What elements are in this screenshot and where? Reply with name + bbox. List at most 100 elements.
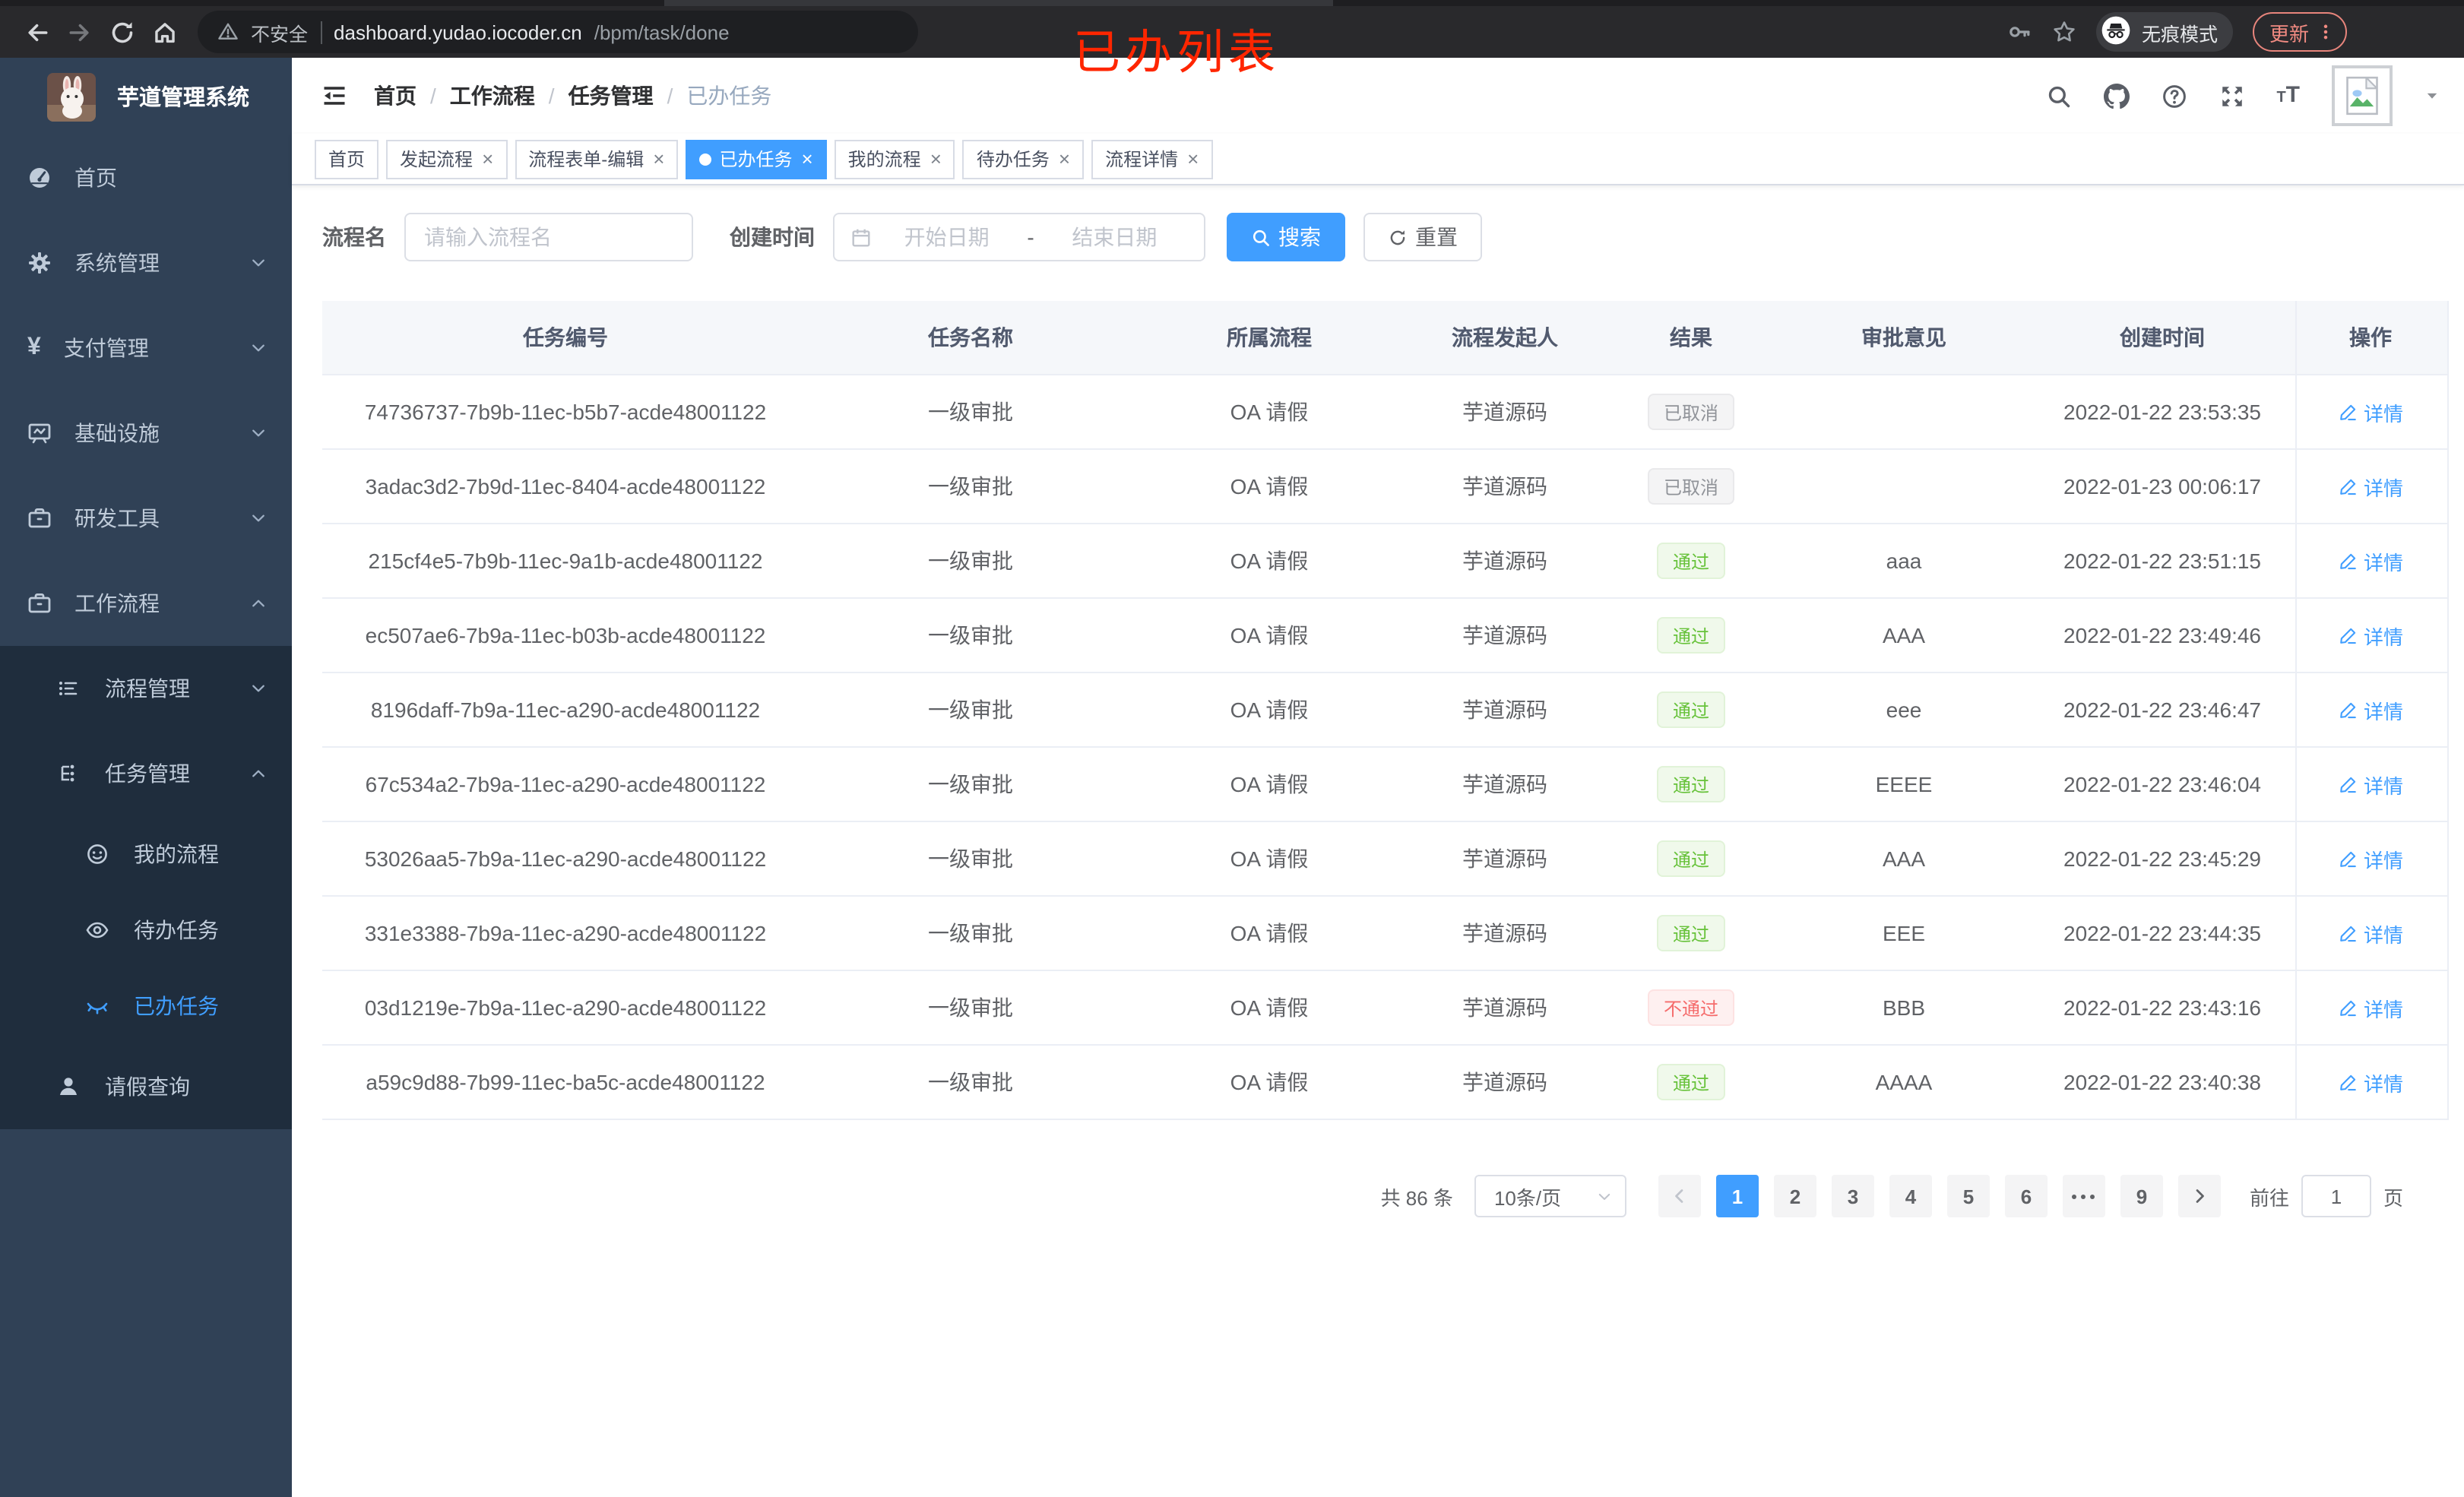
tab-我的流程[interactable]: 我的流程 × [834, 139, 955, 179]
result-cell: 通过 [1604, 897, 1778, 970]
sidebar-item-system[interactable]: 系统管理 [0, 220, 292, 305]
page-9-button[interactable]: 9 [2120, 1175, 2163, 1217]
dots-vertical-icon[interactable] [2317, 23, 2335, 41]
browser-chrome: 不安全 dashboard.yudao.iocoder.cn/bpm/task/… [0, 0, 2464, 79]
detail-link[interactable]: 详情 [2338, 621, 2403, 650]
user-icon [56, 1074, 81, 1099]
range-separator: - [1027, 225, 1034, 249]
close-icon[interactable]: × [801, 147, 813, 170]
github-icon[interactable] [2103, 83, 2130, 109]
next-page-button[interactable] [2177, 1175, 2221, 1217]
detail-link[interactable]: 详情 [2338, 919, 2403, 948]
page-6-button[interactable]: 6 [2004, 1175, 2048, 1217]
sidebar-item-infrastructure[interactable]: 基础设施 [0, 391, 292, 476]
search-icon[interactable] [2045, 83, 2071, 109]
search-button[interactable]: 搜索 [1227, 213, 1345, 261]
font-size-icon[interactable]: TT [2276, 82, 2300, 108]
table-row: 67c534a2-7b9a-11ec-a290-acde48001122 一级审批… [322, 748, 2447, 822]
tab-已办任务[interactable]: 已办任务 × [686, 139, 827, 179]
forward-icon[interactable] [58, 11, 100, 53]
breadcrumb-item-1[interactable]: 首页 [374, 84, 416, 108]
sidebar-item-done-task[interactable]: 已办任务 [0, 968, 292, 1044]
result-cell: 通过 [1604, 1046, 1778, 1119]
column-header-7: 创建时间 [2120, 325, 2205, 350]
start-date-input[interactable]: 开始日期 [904, 225, 990, 249]
create-time-cell: 2022-01-22 23:43:16 [2063, 995, 2261, 1020]
tab-label: 已办任务 [719, 149, 793, 170]
reset-button-label: 重置 [1415, 225, 1458, 249]
detail-link[interactable]: 详情 [2338, 770, 2403, 799]
tab-发起流程[interactable]: 发起流程 × [386, 139, 508, 179]
reload-icon[interactable] [100, 11, 143, 53]
tab-待办任务[interactable]: 待办任务 × [962, 139, 1085, 179]
chevron-down-icon [249, 679, 268, 698]
detail-link[interactable]: 详情 [2338, 472, 2403, 501]
chevron-down-icon [249, 509, 268, 527]
page-1-button[interactable]: 1 [1715, 1175, 1759, 1217]
bookmark-star-icon[interactable] [2052, 20, 2076, 44]
jump-page-input[interactable] [2301, 1175, 2371, 1217]
home-icon[interactable] [143, 11, 185, 53]
key-icon[interactable] [2008, 20, 2032, 44]
sidebar-item-todo-task[interactable]: 待办任务 [0, 892, 292, 968]
close-icon[interactable]: × [482, 147, 494, 170]
detail-link[interactable]: 详情 [2338, 1068, 2403, 1097]
back-icon[interactable] [15, 11, 58, 53]
fullscreen-icon[interactable] [2219, 83, 2244, 109]
prev-page-button[interactable] [1658, 1175, 1701, 1217]
app-title: 芋道管理系统 [117, 87, 249, 111]
page-2-button[interactable]: 2 [1773, 1175, 1816, 1217]
page-3-button[interactable]: 3 [1831, 1175, 1874, 1217]
sidebar-menu: 首页 系统管理 ¥ 支付管理 基础设施 研发工具 工作流程 [0, 135, 292, 646]
address-bar[interactable]: 不安全 dashboard.yudao.iocoder.cn/bpm/task/… [198, 11, 918, 53]
reset-button[interactable]: 重置 [1363, 213, 1482, 261]
edit-icon [2338, 774, 2358, 794]
incognito-badge: 无痕模式 [2095, 12, 2233, 52]
sidebar-item-dev-tools[interactable]: 研发工具 [0, 476, 292, 561]
caret-down-icon[interactable] [2424, 88, 2440, 103]
detail-link[interactable]: 详情 [2338, 844, 2403, 873]
result-cell: 不通过 [1604, 971, 1778, 1044]
column-header-5: 结果 [1670, 325, 1712, 350]
create-time-cell: 2022-01-22 23:46:47 [2063, 698, 2261, 722]
sidebar-item-home[interactable]: 首页 [0, 135, 292, 220]
tab-流程详情[interactable]: 流程详情 × [1091, 139, 1213, 179]
close-icon[interactable]: × [1187, 147, 1199, 170]
create-time-cell: 2022-01-22 23:53:35 [2063, 400, 2261, 424]
avatar[interactable] [2332, 65, 2393, 126]
list-icon [56, 676, 81, 701]
sidebar-item-process-mgmt[interactable]: 流程管理 [0, 646, 292, 731]
breadcrumb-item-3[interactable]: 任务管理 [568, 84, 654, 108]
status-badge: 通过 [1657, 840, 1724, 877]
sidebar-item-my-process[interactable]: 我的流程 [0, 816, 292, 892]
detail-link[interactable]: 详情 [2338, 993, 2403, 1022]
comment-cell: eee [1886, 698, 1922, 722]
detail-link[interactable]: 详情 [2338, 546, 2403, 575]
page-5-button[interactable]: 5 [1946, 1175, 1990, 1217]
process-name-input[interactable] [404, 213, 693, 261]
page-size-select[interactable]: 10条/页 [1474, 1175, 1626, 1217]
app-frame: 芋道管理系统 首页 系统管理 ¥ 支付管理 基础设施 研发工具 工作流程 流程管理 任务管理我… [0, 58, 2464, 1497]
close-icon[interactable]: × [653, 147, 665, 170]
page-more-button[interactable] [2062, 1175, 2105, 1217]
breadcrumb-item-2[interactable]: 工作流程 [449, 84, 535, 108]
detail-link[interactable]: 详情 [2338, 397, 2403, 426]
detail-link[interactable]: 详情 [2338, 695, 2403, 724]
sidebar-item-payment[interactable]: ¥ 支付管理 [0, 305, 292, 391]
close-icon[interactable]: × [1058, 147, 1071, 170]
tab-首页[interactable]: 首页 [315, 139, 379, 179]
help-icon[interactable] [2161, 83, 2187, 109]
app-logo[interactable]: 芋道管理系统 [0, 58, 292, 135]
eye-icon [85, 918, 109, 942]
tab-label: 流程详情 [1105, 149, 1179, 170]
tab-流程表单-编辑[interactable]: 流程表单-编辑 × [515, 139, 679, 179]
end-date-input[interactable]: 结束日期 [1072, 225, 1158, 249]
sidebar-item-workflow[interactable]: 工作流程 [0, 561, 292, 646]
close-icon[interactable]: × [930, 147, 942, 170]
hamburger-icon[interactable] [310, 71, 359, 120]
sidebar-item-leave-query[interactable]: 请假查询 [0, 1044, 292, 1129]
update-button[interactable]: 更新 [2252, 12, 2347, 52]
sidebar-item-task-mgmt[interactable]: 任务管理 [0, 731, 292, 816]
date-range-picker[interactable]: 开始日期 - 结束日期 [833, 213, 1205, 261]
page-4-button[interactable]: 4 [1889, 1175, 1932, 1217]
